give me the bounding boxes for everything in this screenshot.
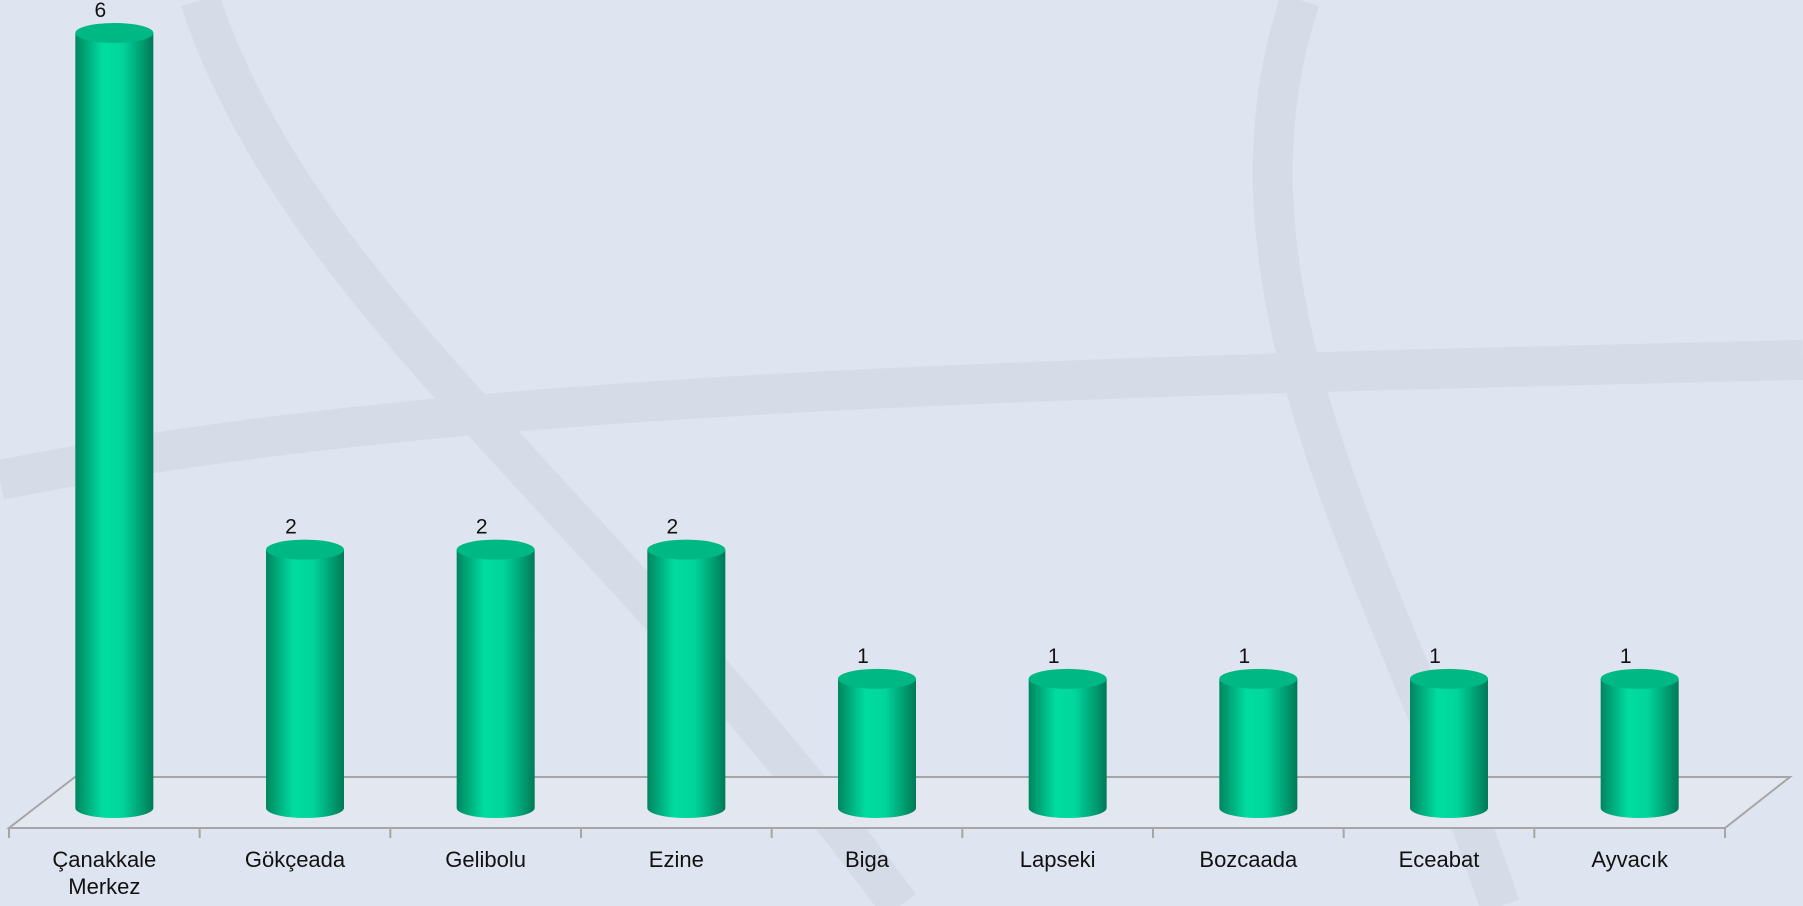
bar-top <box>1601 669 1679 689</box>
value-label: 1 <box>1429 645 1441 668</box>
bar-top <box>1410 669 1488 689</box>
value-label: 1 <box>857 645 869 668</box>
value-label: 2 <box>285 516 297 539</box>
bar-body <box>1410 679 1488 818</box>
bar <box>1601 669 1679 818</box>
bar-body <box>1029 679 1107 818</box>
value-label: 2 <box>666 516 678 539</box>
bar-top <box>1029 669 1107 689</box>
x-tick-label: Bozcaada <box>1173 846 1323 873</box>
chart: 6 2 2 2 1 1 1 1 1 <box>0 0 1803 906</box>
bar <box>457 540 535 818</box>
bar-top <box>266 540 344 560</box>
bar-body <box>838 679 916 818</box>
x-tick-label: Ayvacık <box>1555 846 1705 873</box>
bar <box>838 669 916 818</box>
bar-top <box>457 540 535 560</box>
bar <box>647 540 725 818</box>
x-tick-label: Biga <box>792 846 942 873</box>
bar-top <box>1219 669 1297 689</box>
value-label: 1 <box>1048 645 1060 668</box>
x-tick-label: Çanakkale Merkez <box>29 846 179 900</box>
bar-body <box>457 550 535 818</box>
x-tick-label: Lapseki <box>983 846 1133 873</box>
bar <box>1219 669 1297 818</box>
page: 622211111 (() => { const data = JSON.par… <box>0 0 1803 906</box>
value-label: 1 <box>1620 645 1632 668</box>
bar-body <box>266 550 344 818</box>
bar <box>1410 669 1488 818</box>
bar-body <box>647 550 725 818</box>
value-label: 1 <box>1238 645 1250 668</box>
bar-body <box>1219 679 1297 818</box>
x-tick-label: Ezine <box>601 846 751 873</box>
bar-top <box>75 23 153 43</box>
x-tick-label: Gelibolu <box>411 846 561 873</box>
bar-top <box>838 669 916 689</box>
bar-top <box>647 540 725 560</box>
bar <box>75 23 153 818</box>
value-label: 6 <box>94 0 106 22</box>
x-tick-label: Gökçeada <box>220 846 370 873</box>
bar <box>266 540 344 818</box>
bar <box>1029 669 1107 818</box>
bar-body <box>75 33 153 818</box>
bar-body <box>1601 679 1679 818</box>
x-tick-label: Eceabat <box>1364 846 1514 873</box>
value-label: 2 <box>476 516 488 539</box>
